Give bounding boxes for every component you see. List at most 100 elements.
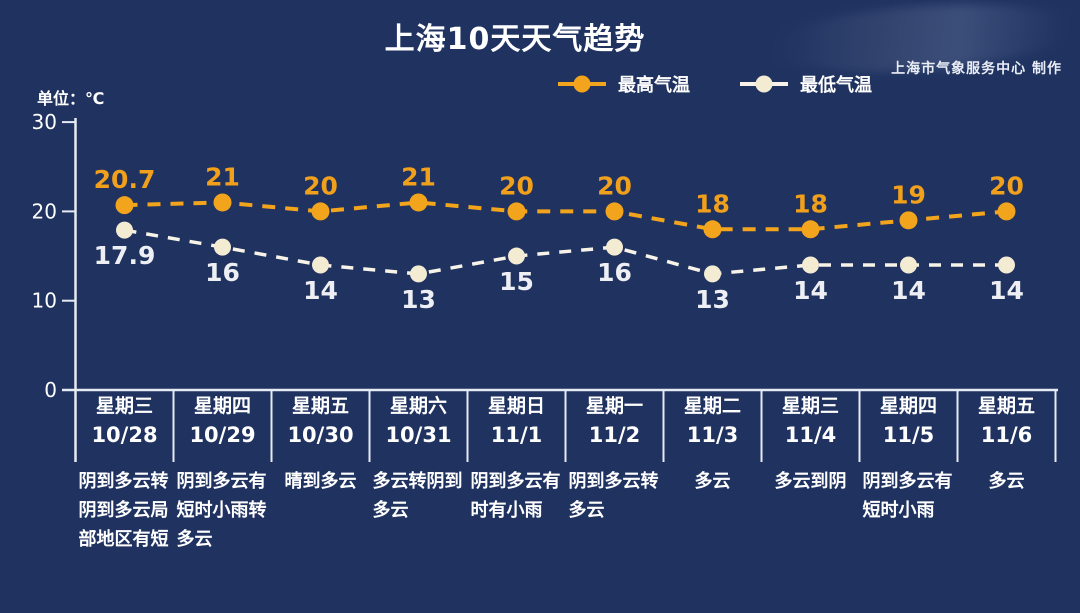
min-temp-value: 15 [499,267,534,296]
min-temp-point [312,256,329,274]
min-temp-point [410,265,427,283]
date-label: 11/6 [980,423,1033,447]
max-temp-point [115,196,134,215]
date-label: 10/31 [385,423,452,447]
max-temp-value: 21 [205,162,240,191]
min-temp-point [214,238,231,256]
weather-description-wrap: 多云到阴 [762,467,860,496]
unit-label: 单位：℃ [37,89,105,108]
weather-description: 多云到阴 [774,471,847,492]
weather-description: 阴到多云有短时小雨 [862,471,953,521]
weekday-label: 星期六 [389,395,447,417]
weather-description-wrap: 阴到多云有短时小雨 [860,467,958,525]
min-temp-marker-icon [740,75,788,93]
weather-description: 晴到多云 [284,471,357,492]
max-temp-value: 20 [303,171,338,200]
min-temp-value: 17.9 [94,241,156,270]
date-label: 10/29 [189,423,256,447]
weather-description-wrap: 阴到多云有时有小雨 [468,467,566,525]
y-axis-tick-label: 20 [32,199,57,223]
max-temp-line [124,200,1007,232]
y-axis-tick-label: 0 [44,378,57,402]
max-temp-marker-icon [558,75,606,93]
legend-label-min-temp: 最低气温 [800,75,872,96]
legend: 最高气温 最低气温 [556,71,872,97]
max-temp-value: 20 [989,171,1024,200]
min-temp-value: 14 [891,276,926,305]
day-column: 星期六 10/31 多云转阴到多云 [370,392,468,525]
weekday-label: 星期三 [781,395,839,417]
day-column: 星期三 11/4 多云到阴 [762,392,860,496]
weather-description: 阴到多云有短时小雨转多云 [176,471,267,550]
weekday-label: 星期五 [977,395,1035,417]
weather-description-wrap: 阴到多云转多云 [566,467,664,525]
min-temp-value: 14 [989,276,1024,305]
weather-description-wrap: 阴到多云转阴到多云局部地区有短 [76,467,174,554]
y-axis-tick-label: 10 [32,289,57,313]
weather-description-wrap: 晴到多云 [272,467,370,496]
max-temp-point [311,202,330,221]
date-label: 11/5 [882,423,935,447]
max-temp-value: 18 [695,189,730,218]
max-temp-value: 19 [891,180,926,209]
min-temp-point [998,256,1015,274]
min-temp-value: 16 [597,258,632,287]
day-column: 星期四 11/5 阴到多云有短时小雨 [860,392,958,525]
min-temp-point [704,265,721,283]
max-temp-value: 21 [401,162,436,191]
weather-description: 阴到多云转多云 [568,471,659,521]
max-temp-point [703,220,722,239]
date-label: 11/3 [686,423,739,447]
weather-description: 多云 [988,471,1025,492]
day-column: 星期二 11/3 多云 [664,392,762,496]
min-temp-value: 14 [793,276,828,305]
weekday-label: 星期三 [95,395,153,417]
credit-text: 上海市气象服务中心 制作 [891,61,1062,77]
weather-description: 阴到多云转阴到多云局部地区有短 [78,471,169,550]
weather-description: 多云转阴到多云 [372,471,463,521]
min-temp-point [508,247,525,265]
min-temp-point [606,238,623,256]
day-column: 星期一 11/2 阴到多云转多云 [566,392,664,525]
weather-description: 阴到多云有时有小雨 [470,471,561,521]
weather-description-wrap: 阴到多云有短时小雨转多云 [174,467,272,554]
weather-description-wrap: 多云 [958,467,1056,496]
max-temp-value: 20.7 [94,165,156,194]
weekday-label: 星期日 [487,395,545,417]
weekday-label: 星期四 [193,395,251,417]
weather-description-wrap: 多云转阴到多云 [370,467,468,525]
legend-item-max-temp: 最高气温 [556,71,690,97]
weather-description-wrap: 多云 [664,467,762,496]
max-temp-point [409,193,428,212]
day-column: 星期五 11/6 多云 [958,392,1056,496]
day-column: 星期五 10/30 晴到多云 [272,392,370,496]
weather-description: 多云 [694,471,731,492]
min-temp-point [900,256,917,274]
max-temp-point [507,202,526,221]
date-label: 11/1 [490,423,543,447]
min-temp-line [124,228,1007,276]
min-temp-value: 14 [303,276,338,305]
max-temp-point [997,202,1016,221]
max-temp-point [213,193,232,212]
legend-item-min-temp: 最低气温 [738,71,872,97]
max-temp-point [605,202,624,221]
date-label: 11/4 [784,423,837,447]
max-temp-value: 18 [793,189,828,218]
min-temp-value: 13 [401,285,436,314]
date-label: 11/2 [588,423,641,447]
date-label: 10/30 [287,423,354,447]
weekday-label: 星期四 [879,395,937,417]
date-label: 10/28 [91,423,158,447]
min-temp-point [116,221,133,239]
day-column: 星期四 10/29 阴到多云有短时小雨转多云 [174,392,272,554]
min-temp-value: 13 [695,285,730,314]
max-temp-value: 20 [499,171,534,200]
day-column: 星期三 10/28 阴到多云转阴到多云局部地区有短 [76,392,174,554]
min-temp-value: 16 [205,258,240,287]
weekday-label: 星期二 [683,395,741,417]
y-axis-tick-label: 30 [32,110,57,134]
